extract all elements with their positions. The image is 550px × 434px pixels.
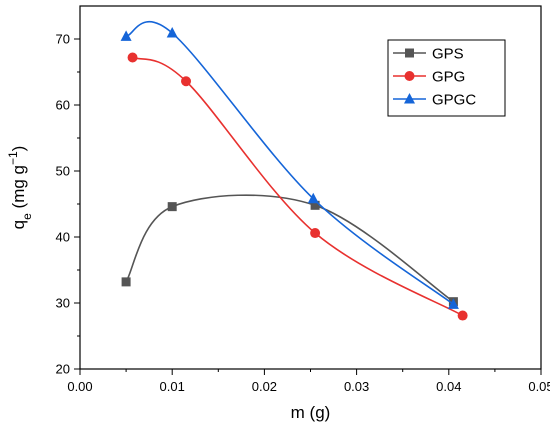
data-point-gpgc: [120, 30, 132, 41]
legend: GPS GPG GPGC: [387, 39, 506, 117]
series-line-gpg: [132, 56, 464, 317]
series-gpgc: [120, 20, 459, 309]
data-point-gpg: [457, 310, 468, 321]
legend-label-gps: GPS: [432, 46, 464, 63]
x-tick-label: 0.03: [344, 379, 369, 394]
y-tick-label: 70: [56, 32, 70, 47]
x-tick-label: 0.00: [67, 379, 92, 394]
data-point-gpg: [310, 228, 321, 239]
x-tick-label: 0.04: [436, 379, 461, 394]
y-axis-title-q: q: [9, 220, 28, 229]
data-point-gpgc: [166, 27, 178, 38]
y-axis-title-sup: −1: [6, 151, 20, 165]
data-point-gps: [121, 277, 131, 287]
series-line-gpgc: [125, 20, 454, 305]
series-gpg: [127, 52, 468, 321]
y-axis-ticks: 20 30 40 50 60 70: [56, 32, 80, 377]
data-point-gpgc: [447, 298, 459, 309]
data-point-gpg: [181, 76, 192, 87]
x-axis-ticks: 0.00 0.01 0.02 0.03 0.04 0.05: [67, 369, 550, 394]
legend-label-gpgc: GPGC: [432, 92, 476, 109]
x-axis-title: m (g): [291, 403, 331, 422]
data-point-gps: [167, 202, 177, 212]
data-point-gpg: [127, 52, 138, 63]
x-tick-label: 0.01: [160, 379, 185, 394]
y-axis-title-sub: e: [20, 213, 34, 220]
y-tick-label: 60: [56, 98, 70, 113]
legend-marker-gpgc: [404, 93, 415, 104]
legend-label-gpg: GPG: [432, 69, 465, 86]
y-axis-title: qe (mg g−1): [6, 146, 34, 230]
y-axis-title-unit: (mg g: [9, 165, 28, 213]
x-tick-label: 0.05: [528, 379, 550, 394]
y-tick-label: 50: [56, 164, 70, 179]
legend-marker-gpg: [404, 71, 415, 81]
y-tick-label: 40: [56, 230, 70, 245]
y-tick-label: 20: [56, 362, 70, 377]
x-tick-label: 0.02: [252, 379, 277, 394]
legend-marker-gps: [405, 48, 414, 58]
series-layer: [120, 20, 468, 321]
y-axis-title-close: ): [9, 146, 28, 152]
series-line-gps: [125, 194, 454, 303]
y-tick-label: 30: [56, 296, 70, 311]
data-point-gpgc: [307, 192, 319, 204]
data-point-gps: [310, 200, 320, 210]
